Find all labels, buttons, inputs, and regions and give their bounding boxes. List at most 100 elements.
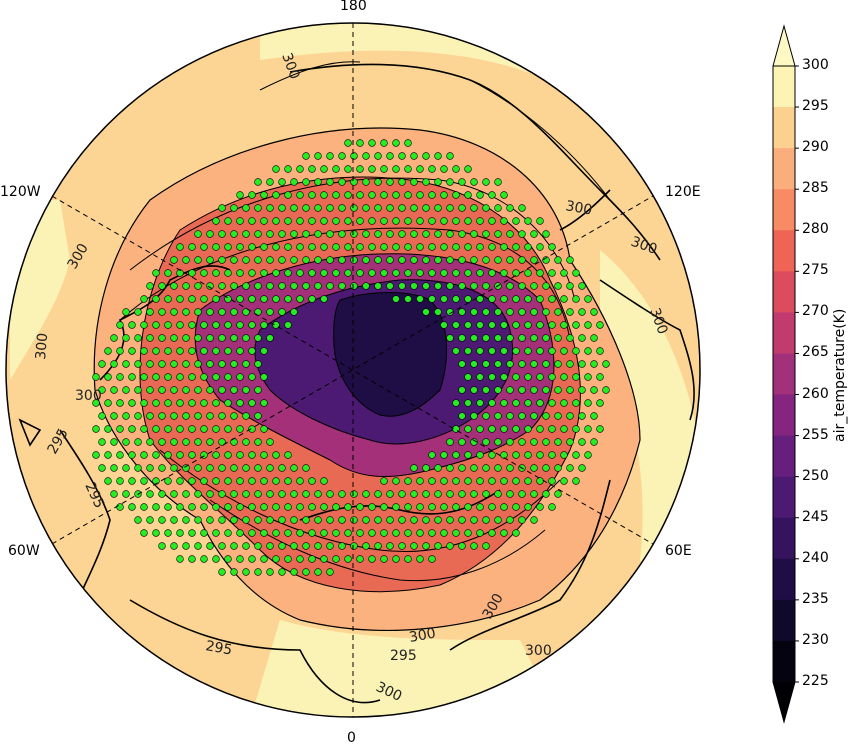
stipple-dot (248, 477, 256, 485)
stipple-dot (374, 178, 382, 186)
stipple-dot (242, 568, 250, 576)
stipple-dot (92, 451, 100, 459)
stipple-dot (380, 217, 388, 225)
stipple-dot (158, 360, 166, 368)
stipple-dot (380, 139, 388, 147)
stipple-dot (176, 451, 184, 459)
stipple-dot (548, 373, 556, 381)
stipple-dot (380, 269, 388, 277)
stipple-dot (500, 399, 508, 407)
lon-label-60w: 60W (8, 543, 40, 559)
contour-label: 300 (33, 332, 51, 360)
stipple-dot (476, 217, 484, 225)
stipple-dot (194, 490, 202, 498)
stipple-dot (536, 425, 544, 433)
stipple-dot (326, 542, 334, 550)
stipple-dot (572, 451, 580, 459)
stipple-dot (446, 516, 454, 524)
stipple-dot (236, 217, 244, 225)
stipple-dot (254, 282, 262, 290)
stipple-dot (434, 204, 442, 212)
stipple-dot (194, 464, 202, 472)
stipple-dot (302, 464, 310, 472)
stipple-dot (314, 152, 322, 160)
stipple-dot (140, 503, 148, 511)
stipple-dot (92, 373, 100, 381)
stipple-dot (206, 334, 214, 342)
stipple-dot (590, 360, 598, 368)
stipple-dot (236, 477, 244, 485)
colorbar-tick-label: 245 (802, 508, 829, 525)
stipple-dot (200, 373, 208, 381)
stipple-dot (212, 321, 220, 329)
stipple-dot (476, 373, 484, 381)
stipple-dot (134, 386, 142, 394)
stipple-dot (146, 334, 154, 342)
stipple-dot (188, 269, 196, 277)
stipple-dot (380, 165, 388, 173)
stipple-dot (530, 516, 538, 524)
stipple-dot (542, 230, 550, 238)
stipple-dot (302, 490, 310, 498)
stipple-dot (548, 269, 556, 277)
stipple-dot (554, 282, 562, 290)
stipple-dot (128, 399, 136, 407)
stipple-dot (494, 464, 502, 472)
stipple-dot (326, 256, 334, 264)
stipple-dot (104, 347, 112, 355)
stipple-dot (236, 347, 244, 355)
stipple-dot (482, 178, 490, 186)
stipple-dot (158, 542, 166, 550)
stipple-dot (524, 347, 532, 355)
stipple-dot (530, 360, 538, 368)
stipple-dot (404, 165, 412, 173)
stipple-dot (248, 217, 256, 225)
stipple-dot (452, 451, 460, 459)
stipple-dot (218, 438, 226, 446)
stipple-dot (554, 386, 562, 394)
stipple-dot (530, 308, 538, 316)
stipple-dot (524, 269, 532, 277)
stipple-dot (494, 412, 502, 420)
stipple-dot (302, 542, 310, 550)
stipple-dot (350, 256, 358, 264)
stipple-dot (266, 516, 274, 524)
stipple-dot (536, 243, 544, 251)
stipple-dot (458, 464, 466, 472)
stipple-dot (302, 282, 310, 290)
stipple-dot (380, 243, 388, 251)
stipple-dot (104, 477, 112, 485)
stipple-dot (452, 347, 460, 355)
stipple-dot (458, 230, 466, 238)
stipple-dot (518, 204, 526, 212)
stipple-dot (368, 243, 376, 251)
stipple-dot (530, 386, 538, 394)
stipple-dot (398, 204, 406, 212)
colorbar-tick-label: 285 (802, 180, 829, 197)
stipple-dot (464, 477, 472, 485)
stipple-dot (476, 243, 484, 251)
stipple-dot (584, 399, 592, 407)
stipple-dot (458, 490, 466, 498)
stipple-dot (278, 282, 286, 290)
stipple-dot (398, 490, 406, 498)
stipple-dot (518, 386, 526, 394)
stipple-dot (530, 464, 538, 472)
stipple-dot (134, 308, 142, 316)
stipple-dot (170, 490, 178, 498)
contour-label: 300 (525, 643, 552, 659)
stipple-dot (296, 503, 304, 511)
stipple-dot (350, 204, 358, 212)
stipple-dot (458, 204, 466, 212)
stipple-dot (260, 555, 268, 563)
stipple-dot (236, 243, 244, 251)
stipple-dot (254, 178, 262, 186)
stipple-dot (500, 477, 508, 485)
stipple-dot (170, 360, 178, 368)
stipple-dot (110, 334, 118, 342)
stipple-dot (266, 204, 274, 212)
stipple-dot (494, 386, 502, 394)
stipple-dot (440, 191, 448, 199)
stipple-dot (176, 243, 184, 251)
stipple-dot (410, 542, 418, 550)
